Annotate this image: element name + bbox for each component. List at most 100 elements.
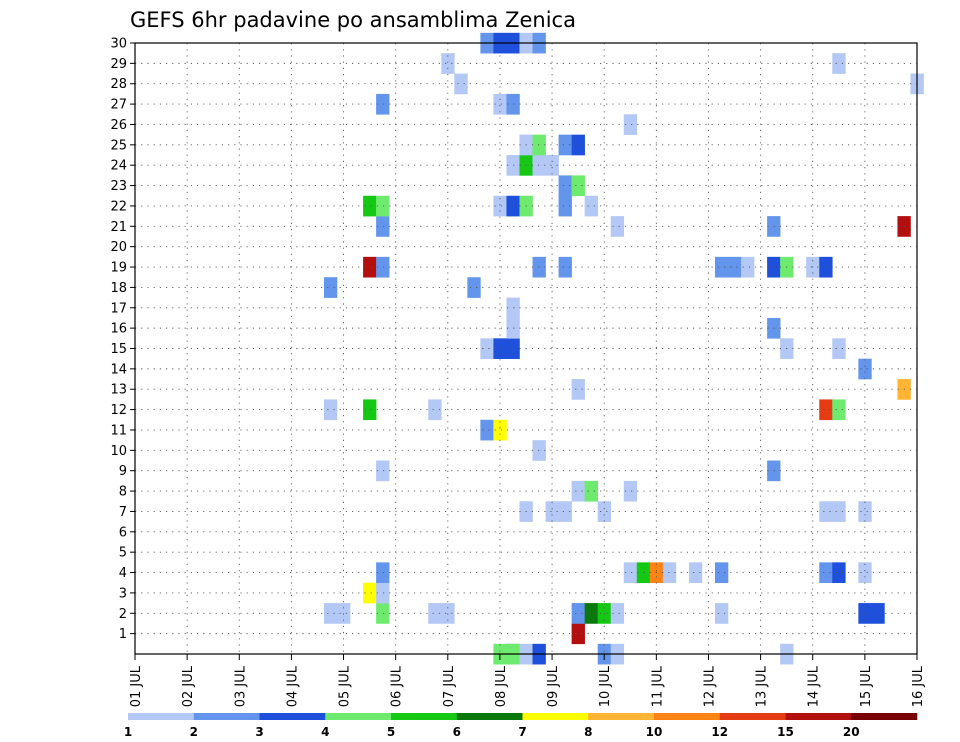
y-tick-label: 4 <box>119 566 127 581</box>
x-tick-label: 14 JUL <box>807 665 822 707</box>
colorbar-swatch <box>719 713 786 720</box>
y-tick-label: 3 <box>119 586 127 601</box>
y-tick-label: 8 <box>119 485 127 500</box>
precip-cell <box>610 216 625 237</box>
x-tick-label: 05 JUL <box>338 665 353 707</box>
precip-cell <box>714 256 729 278</box>
precip-cell <box>571 175 585 197</box>
precip-cell <box>832 501 846 522</box>
axes: 1234567891011121314151617181920212223242… <box>110 37 926 708</box>
y-tick-label: 13 <box>110 383 127 398</box>
precip-cell <box>558 175 572 197</box>
precip-cell <box>376 256 390 278</box>
precip-cell <box>545 155 559 176</box>
colorbar-label: 7 <box>518 725 526 739</box>
precip-cell <box>858 358 872 380</box>
x-tick-label: 08 JUL <box>494 665 509 707</box>
colorbar-label: 12 <box>711 725 728 739</box>
precip-cell <box>558 256 572 278</box>
precip-cell <box>832 338 846 359</box>
x-tick-label: 13 JUL <box>755 665 770 707</box>
precip-cell <box>832 399 846 421</box>
precip-cell <box>871 603 885 624</box>
grid-lines <box>134 42 918 654</box>
y-tick-label: 5 <box>119 546 127 561</box>
colorbar-legend: 1 2 3 4 5 6 7 8 10 12 15 20 <box>124 713 918 739</box>
precip-cell <box>506 93 520 115</box>
chart-title: GEFS 6hr padavine po ansamblima Zenica <box>130 8 576 32</box>
precip-cell <box>571 603 585 624</box>
precip-cell <box>819 256 833 278</box>
colorbar-swatch <box>259 713 326 720</box>
precip-cell <box>467 277 481 298</box>
y-tick-label: 14 <box>110 362 127 377</box>
precip-cell <box>558 195 572 217</box>
precip-cell <box>584 480 598 502</box>
precip-cell <box>819 399 833 421</box>
precip-cell <box>493 93 507 115</box>
precip-cell <box>493 419 507 441</box>
y-tick-label: 26 <box>110 118 127 133</box>
x-tick-label: 15 JUL <box>859 665 874 707</box>
precip-cell <box>610 603 625 624</box>
precip-cell <box>376 195 390 217</box>
x-tick-label: 03 JUL <box>233 665 248 707</box>
colorbar-label: 15 <box>777 725 794 739</box>
precip-cell <box>571 379 585 400</box>
colorbar-swatch <box>522 713 589 720</box>
precip-cell <box>571 623 585 645</box>
precip-cell <box>428 603 442 624</box>
precip-cell <box>506 155 520 176</box>
x-tick-label: 06 JUL <box>390 665 405 707</box>
y-tick-label: 24 <box>110 159 127 174</box>
x-tick-label: 01 JUL <box>129 665 144 707</box>
precip-cell <box>623 480 638 502</box>
colorbar-label: 5 <box>387 725 395 739</box>
x-tick-label: 10 JUL <box>598 665 613 707</box>
colorbar-swatch <box>325 713 392 720</box>
colorbar-label: 3 <box>255 725 263 739</box>
precip-cell <box>571 480 585 502</box>
precip-cell <box>363 582 377 604</box>
heatmap-cells <box>323 32 924 665</box>
precip-cell <box>832 53 846 74</box>
colorbar-swatch <box>654 713 721 720</box>
colorbar-label: 2 <box>190 725 198 739</box>
precip-cell <box>480 338 494 359</box>
colorbar-swatch <box>851 713 918 720</box>
precip-cell <box>480 419 494 441</box>
colorbar-swatch <box>391 713 458 720</box>
colorbar-label: 10 <box>646 725 663 739</box>
precip-cell <box>363 399 377 421</box>
colorbar-label: 20 <box>843 725 860 739</box>
precip-cell <box>454 73 468 95</box>
x-tick-label: 11 JUL <box>650 665 665 707</box>
precip-cell <box>441 53 455 74</box>
precip-cell <box>558 501 572 522</box>
precip-cell <box>323 399 338 421</box>
x-tick-label: 02 JUL <box>181 665 196 707</box>
precip-cell <box>323 603 338 624</box>
y-tick-label: 2 <box>119 607 127 622</box>
precip-cell <box>623 562 638 584</box>
precip-cell <box>714 562 729 584</box>
y-tick-label: 7 <box>119 505 127 520</box>
x-tick-label: 07 JUL <box>442 665 457 707</box>
precip-cell <box>506 317 520 339</box>
precip-cell <box>376 93 390 115</box>
colorbar-swatch <box>456 713 523 720</box>
y-tick-label: 16 <box>110 322 127 337</box>
x-tick-label: 16 JUL <box>911 665 926 707</box>
precip-cell <box>376 460 390 482</box>
precip-cell <box>832 562 846 584</box>
y-tick-label: 17 <box>110 301 127 316</box>
colorbar-label: 8 <box>584 725 592 739</box>
precip-cell <box>376 562 390 584</box>
y-tick-label: 9 <box>119 464 127 479</box>
precip-cell <box>428 399 442 421</box>
precip-cell <box>584 603 598 624</box>
precip-cell <box>662 562 677 584</box>
precip-cell <box>688 562 703 584</box>
precip-cell <box>728 256 742 278</box>
